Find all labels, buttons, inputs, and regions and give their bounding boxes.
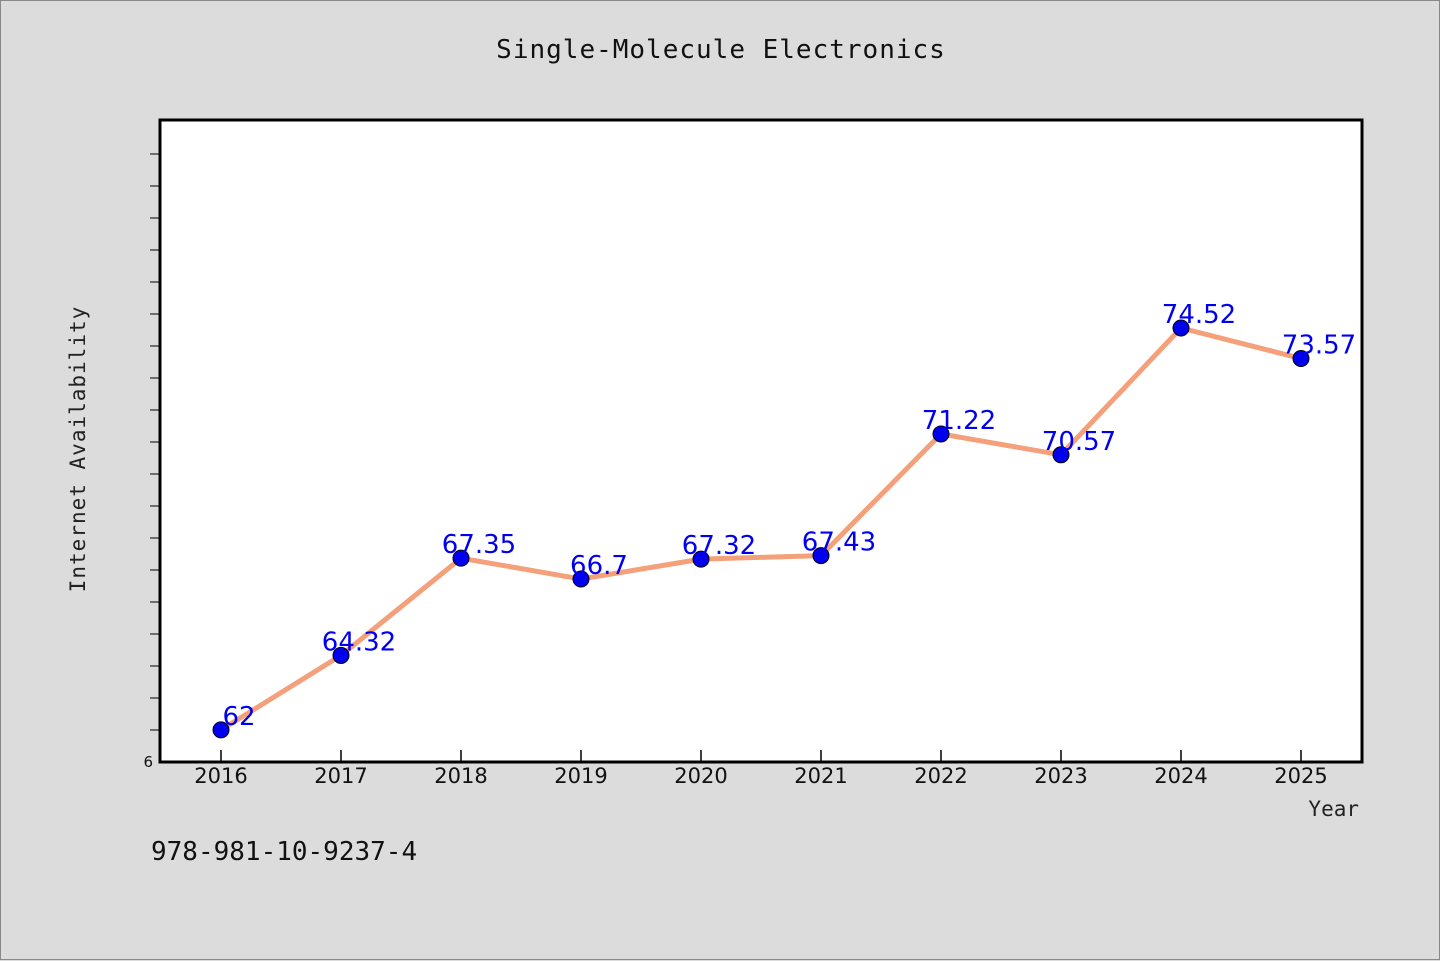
series-lines [219,325,1302,733]
data-labels: 62 64.32 67.35 66.7 67.32 67.43 71.22 70.57 74.5… [222,300,1356,732]
chart-title: Single-Molecule Electronics [496,35,946,65]
data-point-2018 [452,549,470,567]
data-point-2023 [1052,446,1070,464]
data-label-2025: 73.57 [1282,331,1356,361]
data-label-2019: 66.7 [570,551,628,581]
x-tick-label: 2018 [434,764,487,788]
data-label-2016: 62 [222,702,255,732]
x-tick-label: 2025 [1274,764,1327,788]
data-label-2023: 70.57 [1042,427,1116,457]
x-tick-label: 2016 [194,764,247,788]
x-tick-label: 2024 [1154,764,1207,788]
footer-code: 978-981-10-9237-4 [151,837,418,867]
y-axis-label: Internet Availability [66,305,90,593]
y-tick-label: 6 [143,753,153,771]
x-tick-label: 2017 [314,764,367,788]
data-label-2020: 67.32 [682,531,756,561]
data-point-2020 [692,550,710,568]
data-label-2024: 74.52 [1162,300,1236,330]
data-point-2017 [332,646,350,664]
x-axis-label: Year [1308,797,1359,821]
x-tick-label: 2020 [674,764,727,788]
data-point-2021 [812,547,830,565]
x-tick-label: 2021 [794,764,847,788]
data-label-2022: 71.22 [922,406,996,436]
x-tick-label: 2022 [914,764,967,788]
data-label-2018: 67.35 [442,530,516,560]
data-label-2017: 64.32 [322,627,396,657]
y-axis-ticks: 6 [143,153,160,771]
series-markers [212,319,1310,739]
data-point-2022 [932,425,950,443]
x-tick-label: 2023 [1034,764,1087,788]
x-tick-label: 2019 [554,764,607,788]
data-label-2021: 67.43 [802,528,876,558]
data-point-2025 [1292,350,1310,368]
x-axis-ticks: 2016 2017 2018 2019 2020 2021 2022 2023 2024 2025 [194,750,1328,788]
data-point-2019 [572,570,590,588]
series-line [219,325,1302,733]
data-point-2016 [212,721,230,739]
data-point-2024 [1172,319,1190,337]
plot-area [158,118,1364,764]
